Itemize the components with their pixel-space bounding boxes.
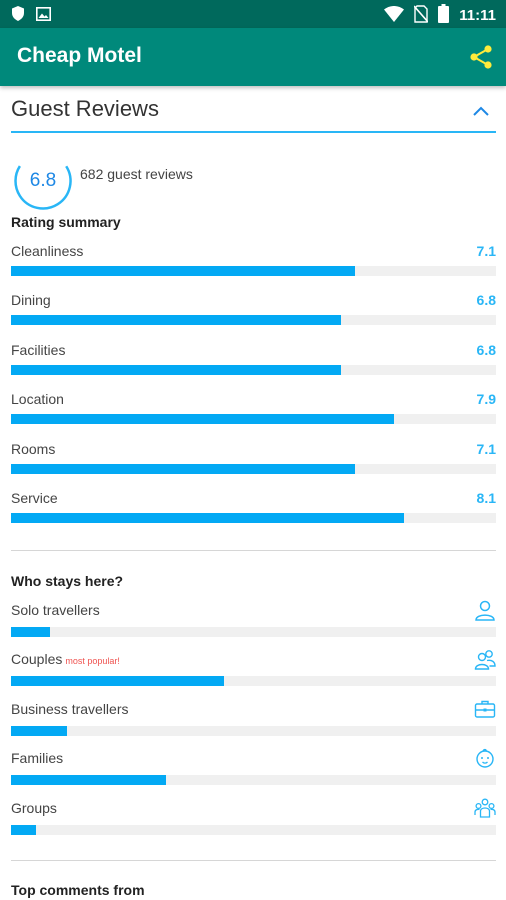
rating-row-rooms: Rooms 7.1: [11, 441, 496, 481]
stay-row-couples: Couples most popular!: [11, 648, 496, 691]
section-underline: [11, 131, 496, 133]
rating-summary-heading: Rating summary: [11, 214, 121, 230]
stay-label-text: Business travellers: [11, 701, 129, 717]
rating-bar-track: [11, 365, 496, 375]
couple-icon: [474, 648, 496, 670]
score-ring: [14, 152, 72, 210]
stay-label: Couples most popular!: [11, 651, 120, 667]
rating-bar-track: [11, 315, 496, 325]
stay-label-text: Solo travellers: [11, 602, 100, 618]
rating-bar-track: [11, 266, 496, 276]
chevron-up-icon: [473, 106, 489, 116]
rating-row-facilities: Facilities 6.8: [11, 342, 496, 382]
rating-label: Facilities: [11, 342, 66, 358]
rating-bar-fill: [11, 464, 356, 474]
review-count: 682 guest reviews: [80, 166, 193, 182]
rating-row-location: Location 7.9: [11, 391, 496, 431]
stay-bar-fill: [11, 726, 67, 736]
overall-score: 6.8: [29, 170, 57, 191]
top-comments-heading: Top comments from: [11, 882, 145, 898]
rating-label: Rooms: [11, 441, 56, 457]
rating-value: 6.8: [476, 342, 496, 358]
stay-bar-track: [11, 676, 496, 686]
rating-bar-fill: [11, 414, 395, 424]
section-title: Guest Reviews: [11, 96, 159, 121]
briefcase-icon: [474, 698, 496, 720]
collapse-button[interactable]: [472, 104, 490, 118]
rating-row-dining: Dining 6.8: [11, 292, 496, 332]
share-icon: [470, 45, 492, 69]
stay-bar-track: [11, 627, 496, 637]
image-icon: [36, 6, 51, 26]
stay-bar-fill: [11, 775, 167, 785]
shield-icon: [12, 6, 24, 26]
clock-time: 11:11: [459, 7, 496, 24]
stay-bar-fill: [11, 627, 50, 637]
rating-label: Location: [11, 391, 64, 407]
rating-row-service: Service 8.1: [11, 490, 496, 530]
person-icon: [474, 599, 496, 621]
rating-bar-fill: [11, 365, 341, 375]
rating-bar-track: [11, 513, 496, 523]
stay-bar-fill: [11, 825, 37, 835]
app-bar: Cheap Motel: [0, 28, 506, 86]
baby-face-icon: [474, 747, 496, 769]
rating-bar-fill: [11, 315, 341, 325]
rating-bar-track: [11, 464, 496, 474]
stay-label: Families: [11, 750, 63, 766]
stay-label-text: Couples: [11, 651, 63, 667]
rating-value: 7.9: [476, 391, 496, 407]
group-icon: [474, 797, 496, 819]
rating-bar-fill: [11, 513, 404, 523]
stay-label-text: Groups: [11, 800, 57, 816]
stay-label: Groups: [11, 800, 57, 816]
stay-row-groups: Groups: [11, 797, 496, 840]
most-popular-tag: most popular!: [65, 656, 120, 666]
stay-bar-track: [11, 825, 496, 835]
app-title: Cheap Motel: [17, 44, 142, 67]
who-stays-heading: Who stays here?: [11, 573, 124, 589]
stay-row-solo: Solo travellers: [11, 599, 496, 642]
section-divider: [11, 860, 496, 861]
stay-label: Solo travellers: [11, 602, 100, 618]
battery-icon: [438, 4, 450, 28]
rating-bar-track: [11, 414, 496, 424]
rating-row-cleanliness: Cleanliness 7.1: [11, 243, 496, 283]
stay-row-business: Business travellers: [11, 698, 496, 741]
stay-bar-track: [11, 775, 496, 785]
stay-label: Business travellers: [11, 701, 129, 717]
rating-value: 7.1: [476, 243, 496, 259]
stay-row-families: Families: [11, 747, 496, 790]
rating-value: 6.8: [476, 292, 496, 308]
rating-label: Cleanliness: [11, 243, 84, 259]
share-button[interactable]: [468, 44, 494, 70]
rating-value: 8.1: [476, 490, 496, 506]
section-divider: [11, 550, 496, 551]
stay-bar-track: [11, 726, 496, 736]
rating-value: 7.1: [476, 441, 496, 457]
no-sim-icon: [413, 4, 429, 28]
rating-label: Service: [11, 490, 58, 506]
status-bar: 11:11: [0, 0, 506, 28]
rating-label: Dining: [11, 292, 51, 308]
rating-bar-fill: [11, 266, 356, 276]
stay-label-text: Families: [11, 750, 64, 766]
wifi-icon: [384, 5, 405, 27]
stay-bar-fill: [11, 676, 225, 686]
